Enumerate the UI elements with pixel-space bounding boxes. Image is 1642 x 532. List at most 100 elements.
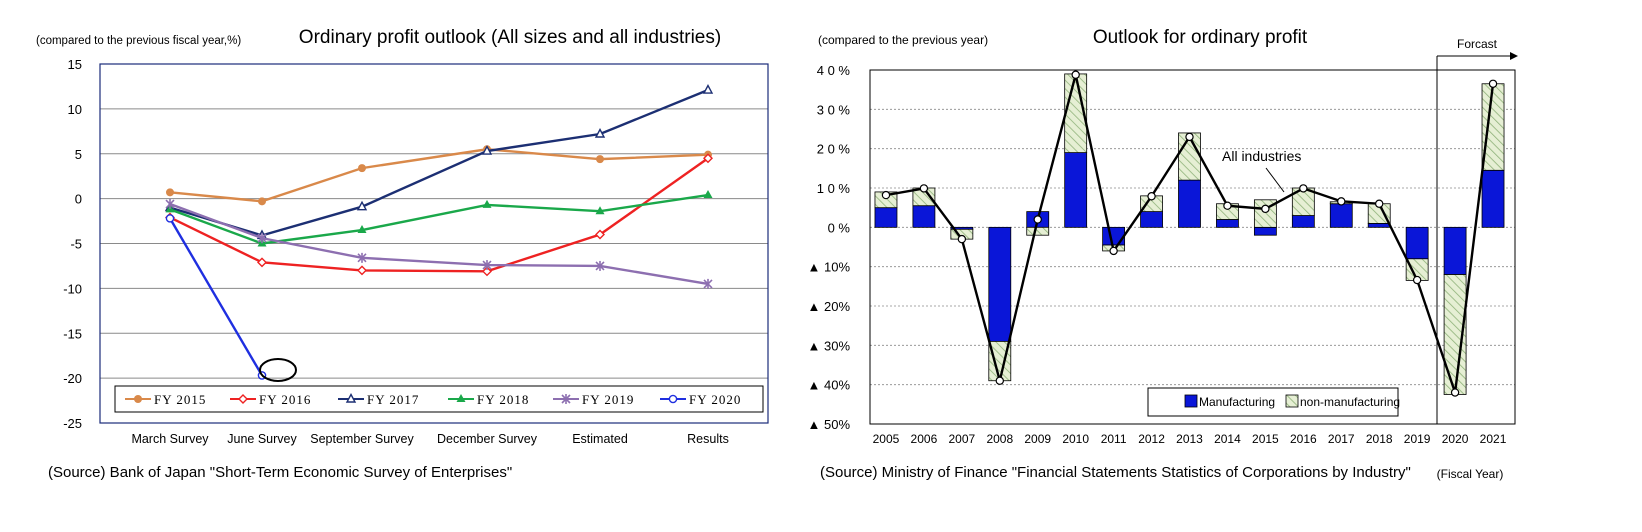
all-industries-line	[885, 74, 1495, 393]
all-industries-point	[1488, 79, 1498, 88]
x-tick-label: 2021	[1480, 432, 1507, 446]
chart2-ylabel: (compared to the previous year)	[818, 33, 988, 47]
chart2-all-industries-line	[881, 70, 1498, 397]
legend-entry-fy-2017: FY 2017	[338, 392, 418, 407]
data-point	[456, 394, 466, 402]
y-tick-label: 10	[68, 102, 82, 117]
chart1-legend: FY 2015 FY 2016 FY 2017 FY 2018 FY 2019 FY 20…	[114, 385, 764, 413]
all-industries-point	[919, 184, 929, 193]
legend-label: FY 2015	[154, 392, 206, 407]
legend-entry-fy-2015: FY 2015	[125, 392, 206, 407]
x-tick-label: 2005	[873, 432, 900, 446]
x-tick-label: June Survey	[227, 432, 297, 446]
manufacturing-bar	[874, 207, 898, 228]
manufacturing-bar	[988, 226, 1012, 342]
manufacturing-bar	[1102, 226, 1126, 246]
x-tick-label: 2019	[1404, 432, 1431, 446]
x-tick-label: March Survey	[131, 432, 209, 446]
chart1-source: (Source) Bank of Japan "Short-Term Econo…	[48, 464, 512, 481]
manufacturing-bar	[1140, 211, 1163, 228]
x-tick-label: September Survey	[310, 432, 414, 446]
all-industries-point	[1185, 132, 1194, 142]
ordinary-profit-line-chart: (compared to the previous fiscal year,%)…	[36, 27, 769, 481]
x-tick-label: Estimated	[572, 432, 628, 446]
chart1-highlight-circle	[259, 358, 297, 382]
all-industries-point	[995, 376, 1004, 385]
x-tick-label: 2009	[1024, 432, 1051, 446]
manufacturing-bar	[1064, 152, 1088, 228]
x-tick-label: 2011	[1101, 432, 1127, 446]
chart2-forecast-label: Forcast	[1457, 37, 1498, 51]
manufacturing-bar	[1405, 226, 1429, 260]
y-tick-label: 3 0 %	[817, 102, 851, 117]
manufacturing-bar	[1291, 215, 1315, 228]
series-line	[169, 202, 709, 286]
series-line	[168, 217, 264, 377]
data-point	[165, 199, 175, 210]
legend-entry-fy-2016: FY 2016	[230, 392, 311, 407]
manufacturing-bar	[1367, 222, 1391, 228]
data-point	[702, 84, 714, 94]
data-point	[357, 225, 367, 234]
data-point	[595, 206, 605, 215]
chart2-xlabel: (Fiscal Year)	[1437, 467, 1504, 481]
data-point	[482, 199, 492, 208]
data-point	[596, 155, 604, 164]
series-fy-2018	[165, 190, 713, 247]
data-point	[134, 395, 142, 403]
data-point	[356, 200, 368, 211]
y-tick-label: ▲ 50%	[808, 417, 851, 432]
x-tick-label: 2010	[1062, 432, 1089, 446]
all-industries-point	[1337, 197, 1346, 206]
x-tick-label: 2008	[986, 432, 1013, 446]
x-tick-label: Results	[687, 432, 729, 446]
legend-entry-fy-2018: FY 2018	[448, 392, 528, 407]
data-point	[345, 393, 357, 403]
manufacturing-bar	[1443, 226, 1467, 275]
manufacturing-bar	[1329, 203, 1353, 228]
chart2-y-tick-labels: 4 0 % 3 0 % 2 0 % 1 0 % 0 % ▲ 10% ▲ 20% ▲ 30% ▲ …	[808, 63, 851, 432]
legend-label: FY 2019	[582, 392, 634, 407]
series-fy-2015	[166, 145, 712, 206]
x-tick-label: 2006	[911, 432, 938, 446]
data-point	[165, 214, 175, 223]
data-point	[561, 394, 571, 404]
data-point	[358, 164, 366, 173]
chart1-plot-frame	[99, 63, 769, 424]
data-point	[703, 190, 713, 199]
manufacturing-bar	[1216, 219, 1239, 228]
chart1-y-tick-labels: 15 10 5 0 -5 -10 -15 -20 -25	[63, 57, 82, 431]
data-point	[166, 188, 174, 197]
data-point	[257, 257, 267, 268]
chart2-callout-line	[1265, 167, 1285, 193]
y-tick-label: 5	[75, 147, 82, 162]
data-point	[595, 260, 605, 271]
y-tick-label: ▲ 10%	[808, 260, 851, 275]
chart2-forecast-box: Forcast	[1436, 37, 1518, 425]
chart1-title: Ordinary profit outlook (All sizes and a…	[299, 27, 721, 48]
chart2-title: Outlook for ordinary profit	[1093, 27, 1308, 48]
all-industries-point	[1223, 201, 1232, 210]
x-tick-label: 2012	[1138, 432, 1165, 446]
manufacturing-bar	[1178, 179, 1201, 228]
all-industries-point	[1450, 388, 1460, 397]
chart1-ylabel: (compared to the previous fiscal year,%)	[36, 35, 241, 47]
data-point	[357, 265, 367, 276]
manufacturing-bar	[1481, 169, 1505, 228]
x-tick-label: 2007	[949, 432, 976, 446]
y-tick-label: 2 0 %	[817, 142, 851, 157]
series-line	[169, 148, 709, 203]
x-tick-label: 2015	[1252, 432, 1279, 446]
x-tick-label: 2016	[1290, 432, 1317, 446]
chart2-legend: Manufacturing non-manufacturing	[1147, 387, 1400, 417]
data-point	[595, 229, 605, 240]
all-industries-point	[1071, 70, 1080, 79]
series-fy-2020	[165, 214, 267, 380]
legend-label: FY 2016	[259, 392, 311, 407]
chart2-all-industries-label: All industries	[1222, 148, 1301, 164]
legend-label: FY 2020	[689, 392, 741, 407]
y-tick-label: -25	[63, 416, 82, 431]
x-tick-label: 2014	[1214, 432, 1241, 446]
x-tick-label: 2020	[1442, 432, 1469, 446]
y-tick-label: ▲ 30%	[808, 338, 851, 353]
